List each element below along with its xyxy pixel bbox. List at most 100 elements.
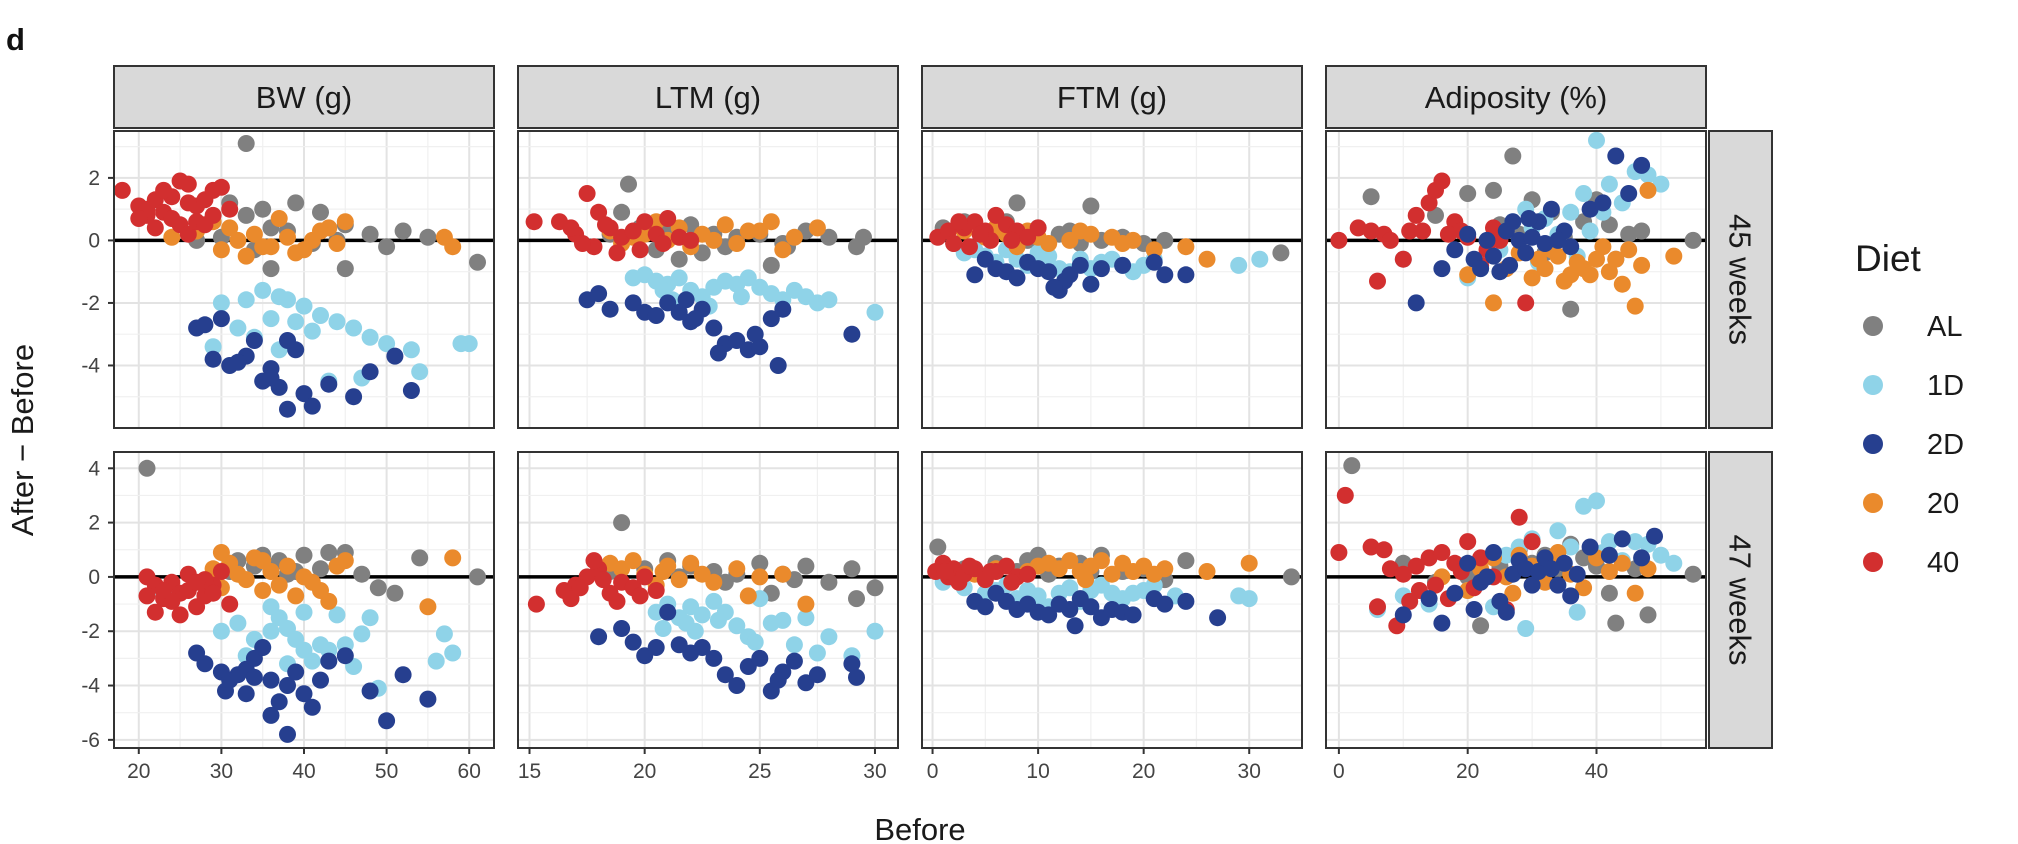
data-point-2D (245, 332, 263, 349)
data-point-2D (1066, 617, 1084, 635)
data-point-2D (1045, 278, 1063, 296)
data-point-1D (728, 617, 746, 635)
panel-border (1325, 451, 1707, 749)
data-point-1D (705, 592, 723, 610)
data-point-20 (762, 213, 780, 231)
data-point-20 (1613, 275, 1631, 293)
data-point-2D (1562, 587, 1580, 605)
data-point-20 (774, 565, 792, 583)
column-strip-label: LTM (g) (655, 80, 761, 115)
data-point-40 (594, 571, 612, 589)
data-point-20 (1600, 263, 1618, 281)
scatter-panel (1325, 130, 1707, 429)
data-point-20 (245, 225, 263, 243)
data-point-2D (1646, 527, 1663, 545)
x-tick-label: 20 (633, 760, 656, 783)
data-point-AL (1008, 194, 1026, 212)
data-point-40 (585, 552, 603, 570)
data-point-40 (608, 592, 626, 610)
column-strip: LTM (g) (517, 65, 899, 129)
data-point-2D (1156, 595, 1174, 613)
data-point-2D (1177, 266, 1195, 284)
data-point-2D (1549, 231, 1567, 249)
data-point-20 (1198, 563, 1216, 580)
strip-background (1708, 451, 1773, 749)
x-tick-label: 0 (927, 760, 939, 783)
data-point-2D (1394, 606, 1412, 624)
scatter-panel (517, 130, 899, 429)
panel-border (1325, 130, 1707, 429)
data-point-20 (270, 210, 288, 227)
data-point-20 (693, 565, 711, 583)
legend-swatch (1863, 552, 1883, 572)
data-point-1D (1497, 546, 1515, 564)
data-point-1D (303, 322, 321, 340)
data-point-40 (146, 219, 164, 237)
data-point-40 (204, 584, 222, 602)
x-tick-label: 10 (1026, 760, 1049, 783)
column-strip-label: Adiposity (%) (1425, 80, 1608, 115)
data-point-AL (1177, 552, 1195, 570)
legend-item: 20 (1863, 488, 1959, 520)
data-point-1D (774, 611, 792, 629)
data-point-2D (1433, 260, 1451, 278)
data-point-40 (113, 181, 131, 199)
legend-label: 40 (1927, 547, 1959, 579)
data-point-AL (670, 250, 688, 268)
column-strip-label: BW (g) (256, 80, 352, 115)
data-point-1D (797, 609, 815, 627)
legend-item: AL (1863, 311, 1962, 343)
data-point-2D (677, 291, 695, 309)
x-tick-label: 25 (748, 760, 771, 783)
data-point-40 (1369, 598, 1386, 616)
data-point-40 (631, 587, 649, 605)
data-point-40 (1362, 222, 1380, 240)
data-point-2D (279, 677, 296, 694)
data-point-20 (229, 231, 247, 249)
row-strip-label: 47 weeks (1723, 535, 1758, 666)
data-point-40 (936, 563, 954, 580)
data-point-2D (693, 639, 711, 656)
data-point-20 (1459, 266, 1477, 284)
data-point-40 (155, 181, 173, 199)
data-point-20 (1620, 241, 1638, 259)
data-point-40 (1433, 172, 1451, 190)
data-point-40 (950, 213, 968, 231)
data-point-20 (254, 238, 272, 256)
data-point-2D (769, 671, 787, 689)
data-point-1D (460, 335, 478, 353)
data-point-2D (1420, 590, 1438, 608)
data-point-2D (394, 666, 412, 684)
data-point-40 (1510, 508, 1528, 526)
strip-background (1325, 65, 1707, 129)
panel-border (921, 451, 1303, 749)
data-point-AL (866, 579, 884, 597)
data-point-1D (1562, 538, 1580, 556)
data-point-2D (1620, 185, 1638, 202)
legend-swatch (1863, 434, 1883, 454)
data-point-40 (1401, 592, 1419, 610)
data-point-1D (411, 363, 429, 381)
row-strip: 47 weeks (1708, 451, 1773, 749)
panel-border (517, 130, 899, 429)
y-tick-label: 2 (88, 167, 100, 190)
data-point-2D (624, 294, 642, 312)
row-strip: 45 weeks (1708, 130, 1773, 429)
data-point-2D (728, 677, 746, 694)
data-point-AL (469, 568, 486, 586)
data-point-2D (245, 668, 263, 686)
data-point-2D (709, 344, 727, 362)
data-point-2D (1124, 606, 1142, 624)
data-point-1D (820, 628, 838, 646)
data-point-40 (1019, 565, 1037, 583)
data-point-20 (270, 576, 288, 594)
data-point-2D (295, 685, 313, 703)
data-point-40 (171, 606, 189, 624)
data-point-2D (1501, 256, 1519, 274)
data-point-40 (221, 200, 239, 218)
data-point-2D (1478, 568, 1496, 586)
x-tick-label: 20 (1132, 760, 1155, 783)
data-point-2D (1600, 546, 1618, 564)
data-point-AL (1600, 216, 1618, 234)
data-point-1D (328, 606, 346, 624)
